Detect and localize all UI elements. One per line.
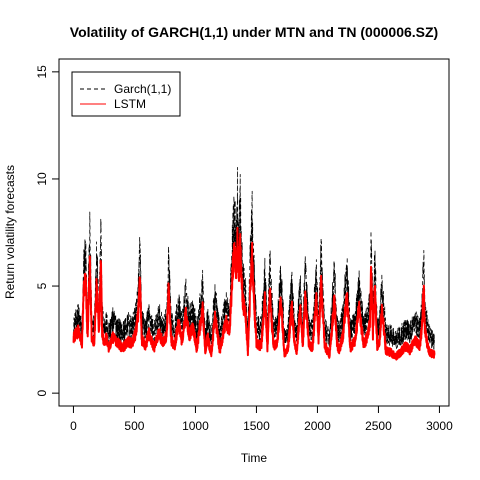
legend: Garch(1,1) LSTM xyxy=(71,71,181,117)
legend-box xyxy=(71,71,181,117)
legend-label-lstm: LSTM xyxy=(114,97,146,111)
x-axis-label: Time xyxy=(241,451,268,465)
y-tick-label: 5 xyxy=(35,282,49,289)
y-axis: 0 5 10 15 xyxy=(35,65,60,396)
series-line-lstm xyxy=(72,226,436,361)
x-tick-label: 1500 xyxy=(243,419,270,433)
chart-title: Volatility of GARCH(1,1) under MTN and T… xyxy=(70,24,438,40)
y-tick-label: 0 xyxy=(35,389,49,396)
plot-series-group xyxy=(72,166,436,361)
x-tick-label: 3000 xyxy=(426,419,453,433)
series-line-garch xyxy=(73,166,435,350)
x-tick-label: 1000 xyxy=(182,419,209,433)
x-tick-label: 0 xyxy=(70,419,77,433)
y-tick-label: 10 xyxy=(35,172,49,186)
x-tick-label: 500 xyxy=(124,419,144,433)
x-tick-label: 2000 xyxy=(304,419,331,433)
x-tick-label: 2500 xyxy=(365,419,392,433)
y-axis-label: Return volatility forecasts xyxy=(3,165,17,299)
y-tick-label: 15 xyxy=(35,65,49,79)
legend-label-garch: Garch(1,1) xyxy=(114,82,171,96)
x-axis: 0 500 1000 1500 2000 2500 3000 xyxy=(70,405,453,433)
